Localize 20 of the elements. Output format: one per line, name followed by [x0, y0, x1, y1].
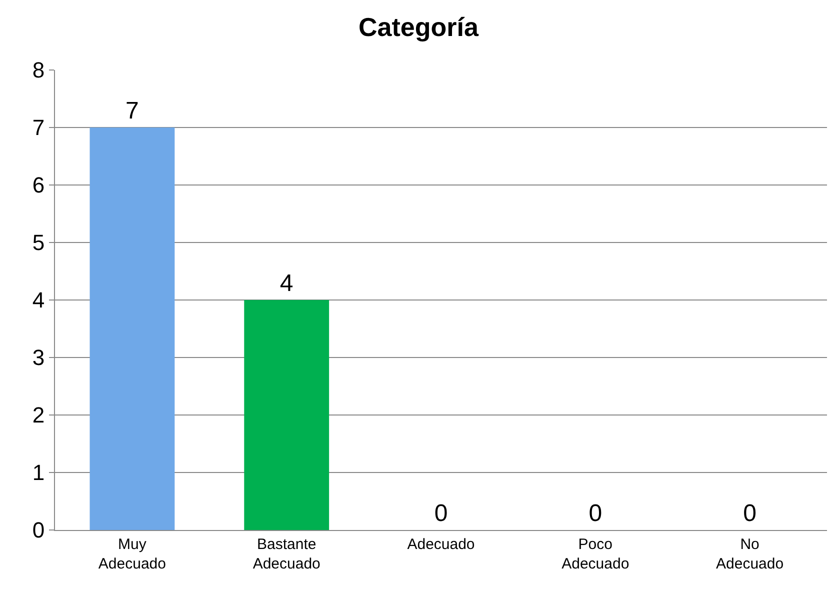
y-tick-label: 8	[32, 58, 45, 83]
x-tick-label: Muy Adecuado	[98, 536, 166, 572]
data-label: 7	[126, 98, 139, 124]
data-label: 0	[434, 500, 448, 527]
y-tick-label: 6	[32, 172, 45, 198]
data-label: 4	[280, 270, 294, 297]
data-label: 0	[743, 500, 756, 527]
y-tick-label: 7	[32, 115, 45, 140]
y-tick-label: 1	[32, 460, 45, 486]
x-tick-label: No Adecuado	[716, 536, 784, 572]
data-label: 0	[588, 500, 602, 527]
y-tick-label: 3	[32, 345, 45, 370]
y-tick-label: 5	[32, 230, 45, 256]
y-tick-label: 2	[32, 402, 45, 428]
y-tick-label: 0	[32, 518, 45, 543]
x-tick-label: Poco Adecuado	[562, 536, 630, 572]
x-tick-label: Adecuado	[407, 536, 475, 553]
chart-title: Categoría	[358, 12, 479, 42]
x-tick-label: Bastante Adecuado	[252, 536, 320, 572]
y-tick-label: 4	[32, 288, 45, 313]
